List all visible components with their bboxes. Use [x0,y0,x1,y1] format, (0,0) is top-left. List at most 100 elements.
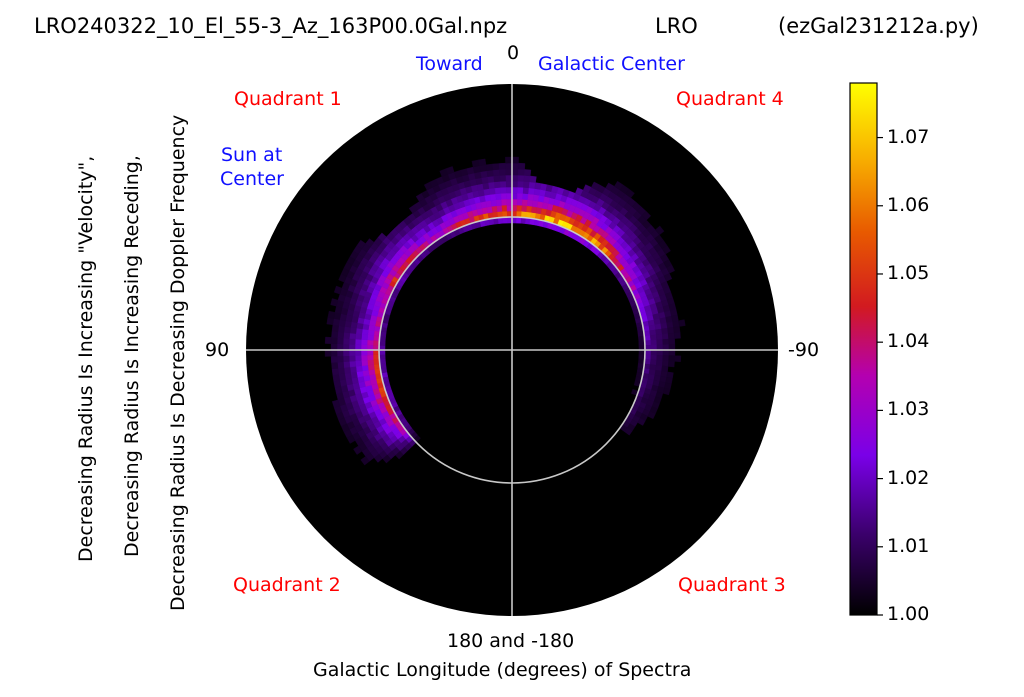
heat-cell [445,166,455,175]
heat-cell [354,344,362,351]
heat-cell [518,162,526,170]
heat-cell [361,328,369,336]
heat-cell [479,164,488,172]
heat-cell [353,445,363,455]
heat-cell [656,354,664,361]
heat-cell [501,204,508,212]
heat-cell [641,210,652,221]
heat-cell [511,168,519,176]
heat-cell [506,192,513,200]
heat-cell [528,181,536,189]
heat-cell [338,373,346,381]
heat-cell [650,354,658,361]
heat-cell [668,344,676,351]
heat-cell [637,417,646,426]
heat-cell [492,163,500,171]
heat-cell [511,156,519,164]
heat-cell [330,337,338,345]
heat-cell [343,361,351,368]
heat-cell [666,264,675,274]
heat-cell [343,366,351,374]
heat-cell [324,336,332,344]
heat-cell [336,355,344,363]
heat-cell [332,374,340,382]
heat-cell [481,176,489,184]
heat-cell [498,162,506,170]
heat-cell [523,181,530,189]
heat-cell [337,367,345,375]
heat-cell [662,349,670,356]
quadrant-2-label: Quadrant 2 [233,574,341,596]
heat-cell [655,328,663,336]
heat-cell [505,162,513,170]
heat-cell [489,187,496,195]
heat-cell [521,199,529,207]
heat-cell [331,324,339,332]
heat-cell [361,359,369,367]
heat-cell [342,355,350,363]
heat-cell [336,349,344,357]
sun-label-line1: Sun at [221,144,283,166]
heat-cell [499,174,507,182]
heat-cell [511,174,519,182]
heat-cell [330,343,338,351]
heat-cell [661,245,671,255]
sun-label-line2: Center [220,168,284,190]
y-axis-label-line2: Decreasing Radius Is Increasing Receding… [121,155,143,557]
heat-cell [499,180,507,188]
heat-cell [662,387,671,396]
heat-cell [661,327,669,335]
heat-cell [654,323,662,331]
quadrant-4-label: Quadrant 4 [676,88,784,110]
colorbar-tick-label: 1.03 [887,398,930,421]
heat-cell [529,175,537,183]
heat-cell [348,349,356,356]
x-axis-label: Galactic Longitude (degrees) of Spectra [313,659,692,681]
heat-cell [350,371,358,379]
heat-cell [336,337,344,345]
heat-cell [490,199,498,207]
heat-cell [348,355,356,362]
heat-cell [500,192,507,200]
heat-cell [656,339,664,346]
heat-cell [333,380,342,388]
heat-cell [522,193,529,201]
heat-cell [655,333,663,341]
heat-cell [486,169,494,177]
heat-cell [661,360,669,367]
heat-cell [331,368,339,376]
heat-cell [517,168,525,176]
heat-cell [336,343,344,351]
heat-cell [492,169,501,177]
heat-cell [332,318,340,326]
colorbar-tick-label: 1.01 [887,534,930,557]
heat-cell [366,339,374,346]
heat-cell [662,355,670,362]
heat-cell [354,338,362,345]
heat-cell [331,399,341,409]
heat-cell [526,199,534,207]
heat-cell [327,310,336,319]
heat-cell [678,319,686,327]
heat-cell [348,344,356,351]
colorbar-tick-label: 1.00 [887,603,930,625]
heat-cell [511,192,518,200]
quadrant-1-label: Quadrant 1 [234,88,342,110]
heat-cell [480,170,488,178]
heat-cell [668,355,676,362]
heat-cell [662,338,670,345]
heat-cell [493,175,501,183]
heat-cell [344,372,352,380]
heat-cell [330,355,338,363]
colorbar-tick-label: 1.07 [887,125,930,148]
heat-cell [516,204,523,212]
heat-cell [649,334,657,341]
heat-cell [494,181,501,189]
heat-cell [506,186,513,194]
heat-cell [342,349,350,357]
heat-cell [360,339,368,346]
heat-cell [354,355,362,362]
heat-cell [517,174,525,182]
heat-cell [499,168,507,176]
heat-cell [511,180,519,188]
